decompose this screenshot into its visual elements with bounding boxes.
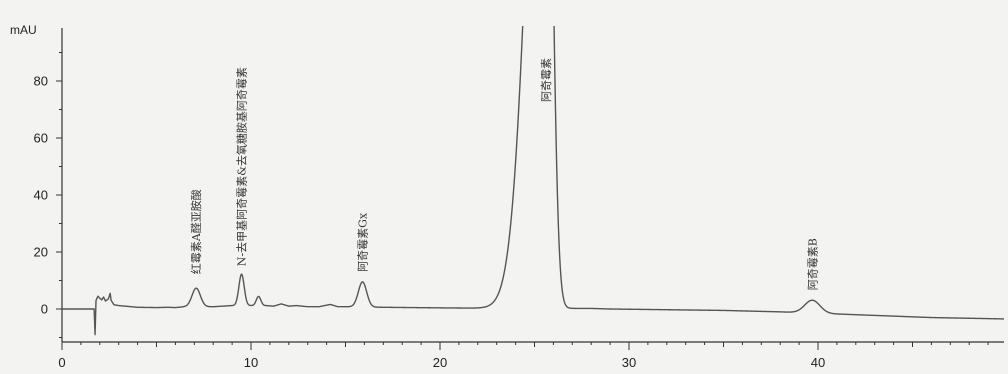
chromatogram-trace (62, 26, 1004, 336)
peak-label: 红霉素A醛亚胺酸 (189, 189, 203, 274)
peak-label: 阿奇霉素Gx (357, 212, 370, 272)
y-unit-label: mAU (10, 23, 37, 37)
peak-label: 阿奇霉素 (540, 58, 553, 102)
y-tick-label: 20 (34, 245, 48, 260)
x-tick-label: 20 (433, 355, 447, 370)
x-axis-ticks: 0 10 20 30 40 (58, 342, 989, 370)
x-tick-label: 10 (244, 355, 258, 370)
x-tick-label: 30 (622, 355, 636, 370)
y-axis-ticks: 0 20 40 60 80 (34, 52, 62, 338)
y-tick-label: 80 (34, 74, 48, 89)
peak-labels: 红霉素A醛亚胺酸 N-去甲基阿奇霉素&去氧糖胺基阿奇霉素阿奇霉素Gx 阿奇霉素阿奇霉… (189, 58, 819, 290)
peak-label: 阿奇霉素B (806, 238, 819, 290)
peak-label: N-去甲基阿奇霉素&去氧糖胺基阿奇霉素 (235, 67, 249, 266)
x-tick-label: 0 (58, 355, 65, 370)
x-tick-label: 40 (811, 355, 825, 370)
y-tick-label: 0 (41, 302, 48, 317)
y-tick-label: 40 (34, 188, 48, 203)
y-tick-label: 60 (34, 131, 48, 146)
